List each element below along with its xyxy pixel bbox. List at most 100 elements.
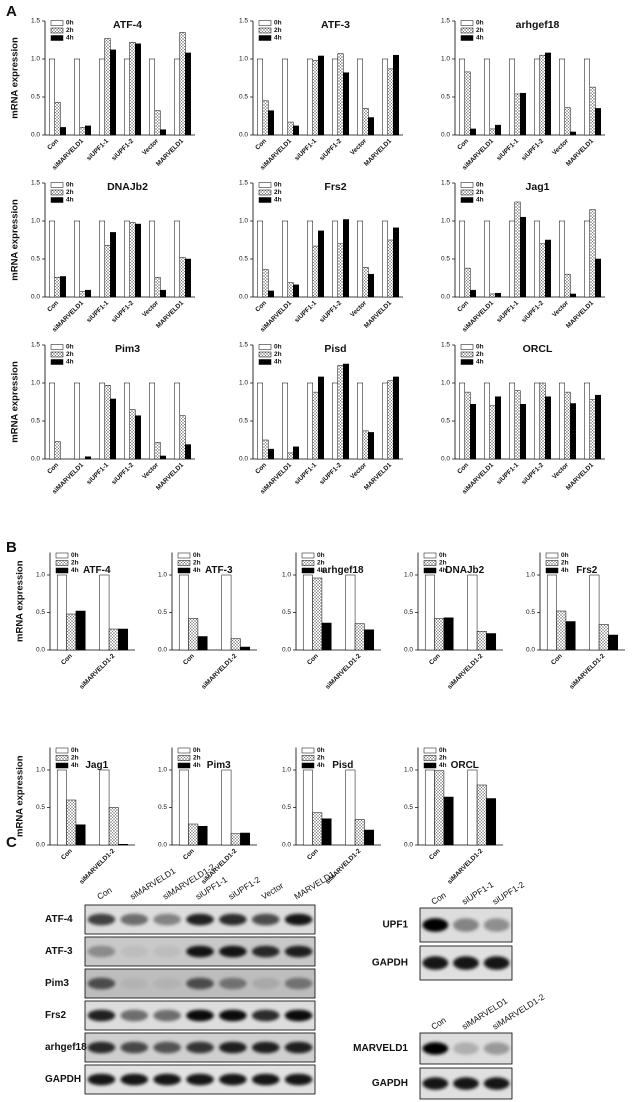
legend-label: 0h — [439, 552, 447, 559]
bar — [357, 382, 363, 460]
legend-swatch — [460, 189, 474, 196]
bar — [470, 289, 476, 298]
bar — [307, 220, 313, 298]
legend-swatch — [50, 182, 64, 188]
bar — [188, 823, 199, 846]
y-tick-label: 0.0 — [158, 647, 167, 654]
panel-label: B — [6, 539, 17, 556]
bar — [221, 769, 232, 846]
legend-label: 4h — [317, 762, 325, 769]
x-tick-label: MARVELD1 — [363, 299, 393, 329]
bar — [337, 243, 344, 298]
bar — [443, 617, 454, 651]
bar — [240, 646, 251, 651]
panel-label: A — [6, 3, 17, 20]
bar — [74, 382, 80, 460]
chart-title: ATF-4 — [113, 19, 142, 31]
bar — [99, 769, 110, 846]
bar — [534, 58, 540, 136]
y-tick-label: 0.5 — [441, 94, 450, 101]
chart-title: ORCL — [451, 760, 479, 771]
legend-label: 4h — [193, 567, 201, 574]
bar — [595, 394, 601, 460]
bar — [424, 769, 435, 846]
bar — [584, 58, 590, 136]
legend-swatch — [50, 35, 64, 41]
blot-band — [453, 1042, 479, 1055]
x-tick-label: Con — [428, 653, 442, 667]
legend-label: 0h — [66, 344, 74, 351]
legend-label: 2h — [561, 560, 569, 567]
x-tick-label: siUPF1-1 — [86, 299, 111, 324]
legend-swatch — [50, 351, 64, 358]
bar — [520, 216, 526, 298]
bar — [104, 38, 111, 136]
y-tick-label: 1.0 — [441, 56, 450, 63]
x-tick-label: siUPF1-1 — [496, 137, 521, 162]
y-tick-label: 0.0 — [31, 456, 40, 463]
x-tick-label: siUPF1-1 — [86, 461, 111, 486]
bar — [257, 382, 263, 460]
row-label: arhgef18 — [45, 1042, 87, 1053]
y-tick-label: 0.5 — [282, 609, 291, 616]
blot-band — [87, 945, 116, 958]
bar — [174, 382, 180, 460]
blot-band — [87, 977, 116, 990]
lane-label: Con — [429, 1015, 448, 1032]
bar — [262, 439, 269, 460]
x-tick-label: Vector — [551, 299, 570, 318]
blot-band — [153, 1073, 181, 1086]
bar — [443, 796, 454, 846]
bar — [312, 391, 319, 460]
bar — [318, 230, 324, 298]
bar — [293, 284, 299, 298]
bar — [110, 49, 116, 136]
x-tick-label: siUPF1-2 — [319, 299, 344, 324]
bar — [459, 58, 465, 136]
legend-swatch — [460, 182, 474, 188]
y-tick-label: 0.0 — [31, 132, 40, 139]
bar — [387, 239, 394, 298]
y-tick-label: 1.0 — [239, 218, 248, 225]
y-tick-label: 0.0 — [31, 294, 40, 301]
legend-label: 4h — [66, 35, 74, 42]
bar — [179, 257, 186, 298]
bar — [262, 100, 269, 136]
chart-title: DNAJb2 — [445, 565, 484, 576]
bar — [556, 610, 567, 651]
legend-label: 4h — [193, 762, 201, 769]
bar — [387, 380, 394, 460]
bar — [99, 382, 105, 460]
legend-swatch — [258, 197, 272, 203]
x-tick-label: Vector — [551, 461, 570, 480]
legend-label: 4h — [71, 762, 79, 769]
bar — [85, 125, 91, 136]
legend-swatch — [460, 35, 474, 41]
bar — [509, 58, 515, 136]
row-label: Pim3 — [45, 978, 69, 989]
bar — [559, 220, 565, 298]
bar — [124, 382, 130, 460]
bar — [104, 385, 111, 460]
bar — [287, 282, 294, 298]
bar — [434, 618, 445, 651]
legend-swatch — [301, 567, 315, 574]
bar — [318, 55, 324, 136]
bar — [584, 220, 590, 298]
bar — [268, 110, 274, 136]
y-tick-label: 0.5 — [31, 418, 40, 425]
bar — [60, 127, 66, 136]
bar — [570, 131, 576, 136]
y-tick-label: 0.0 — [282, 842, 291, 849]
legend-swatch — [55, 762, 69, 769]
y-tick-label: 1.0 — [441, 218, 450, 225]
y-tick-label: 0.0 — [441, 132, 450, 139]
bar — [129, 409, 136, 460]
y-tick-label: 0.5 — [158, 609, 167, 616]
legend-label: 2h — [71, 755, 79, 762]
bar — [467, 574, 478, 651]
blot-band — [219, 977, 247, 990]
y-tick-label: 0.5 — [404, 804, 413, 811]
row-label: GAPDH — [372, 1078, 408, 1089]
lane-label: siUPF1-2 — [227, 874, 263, 901]
